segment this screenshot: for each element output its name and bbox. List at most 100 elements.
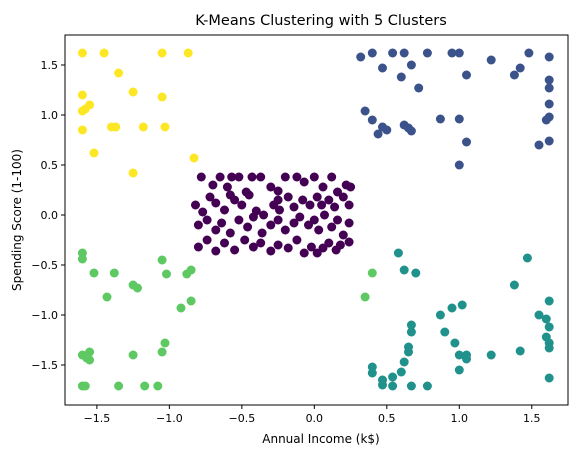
data-point [544,373,554,383]
data-point [292,235,302,245]
data-point [396,367,406,377]
data-point [356,52,366,62]
data-point [183,48,193,58]
data-point [299,177,309,187]
data-point [234,215,244,225]
x-tick-label: −0.5 [228,412,255,425]
data-point [312,192,322,202]
y-tick-label: −0.5 [31,259,58,272]
data-point [524,48,534,58]
data-point [256,172,266,182]
data-point [77,125,87,135]
data-point [317,200,327,210]
data-point [411,268,421,278]
data-point [367,268,377,278]
data-point [360,106,370,116]
data-point [454,160,464,170]
data-point [406,126,416,136]
data-point [211,246,221,256]
data-point [211,225,221,235]
data-point [382,125,392,135]
data-point [305,200,315,210]
data-point [486,55,496,65]
data-point [435,310,445,320]
data-point [534,310,544,320]
data-point [440,327,450,337]
x-tick-label: −1.5 [84,412,111,425]
x-tick-label: 1.0 [451,412,469,425]
data-point [230,195,240,205]
data-point [217,218,227,228]
data-point [454,365,464,375]
data-point [309,215,319,225]
data-point [462,70,471,80]
data-point [544,99,554,109]
data-point [367,48,377,58]
data-point [128,168,138,178]
data-point [273,240,283,250]
data-point [227,172,237,182]
data-point [360,292,370,302]
data-point [457,300,467,310]
data-point [133,283,142,293]
data-point [486,350,496,360]
data-point [335,240,345,250]
data-point [205,192,215,202]
data-point [515,346,525,356]
data-point [544,322,554,332]
data-point [399,357,409,367]
data-point [211,198,221,208]
data-point [289,218,299,228]
x-tick-label: 1.5 [523,412,541,425]
data-point [128,350,138,360]
data-point [198,207,208,217]
data-point [346,182,356,192]
data-point [414,83,424,93]
data-point [77,48,87,58]
data-point [89,148,99,158]
data-point [160,122,170,132]
data-point [454,114,464,124]
data-point [128,87,138,97]
data-point [327,222,337,232]
data-point [202,235,212,245]
data-point [388,372,398,382]
data-point [544,112,554,122]
data-point [273,186,283,196]
data-point [160,338,170,348]
data-point [289,202,299,212]
data-point [280,225,290,235]
data-point [344,200,354,210]
data-point [324,195,334,205]
data-point [406,381,416,391]
data-point [544,52,554,62]
data-point [157,347,167,357]
data-point [99,48,109,58]
data-point [157,255,167,265]
data-point [399,48,409,58]
data-point [230,245,240,255]
data-point [225,228,235,238]
data-point [388,48,398,58]
y-tick-label: 1.5 [41,59,59,72]
data-point [196,172,206,182]
data-point [220,205,229,215]
data-point [259,210,269,220]
data-point [378,63,387,73]
data-point [186,265,196,275]
data-point [330,202,340,212]
data-point [373,129,383,139]
data-point [234,172,244,182]
data-point [292,172,302,182]
data-point [240,235,250,245]
data-point [109,268,119,278]
data-point [447,303,457,313]
data-point [162,269,171,279]
data-point [202,215,212,225]
data-point [447,48,457,58]
y-tick-label: −1.0 [31,309,58,322]
data-point [153,381,163,391]
data-point [283,243,293,253]
data-point [102,292,112,302]
